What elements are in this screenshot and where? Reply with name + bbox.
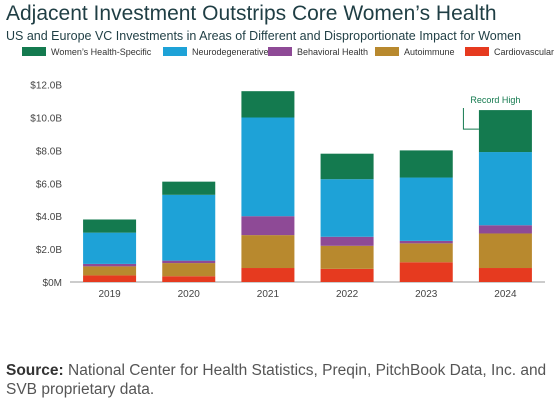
- annotation-leader-line: [462, 108, 479, 130]
- legend-label-cardiovascular: Cardiovascular: [494, 47, 554, 57]
- bar-cardiovascular-2024: [478, 268, 532, 282]
- bar-cardiovascular-2022: [320, 268, 374, 282]
- legend-label-women-s-health-specific: Women’s Health-Specific: [51, 47, 152, 57]
- chart-bars: [83, 91, 532, 282]
- chart-annotation: Record High: [462, 95, 520, 130]
- bar-autoimmune-2021: [241, 235, 295, 269]
- y-tick-label: $8.0B: [36, 146, 62, 157]
- annotation-record-high: Record High: [470, 95, 520, 105]
- bar-autoimmune-2020: [162, 263, 216, 277]
- bar-cardiovascular-2019: [83, 275, 137, 282]
- y-tick-label: $10.0B: [30, 114, 62, 125]
- x-tick-label: 2023: [415, 289, 438, 300]
- bar-cardiovascular-2021: [241, 268, 295, 282]
- legend-swatch-neurodegenerative: [163, 47, 187, 56]
- bar-autoimmune-2023: [399, 243, 453, 263]
- legend-swatch-behavioral-health: [268, 47, 292, 56]
- bar-women-s-health-specific-2022: [320, 153, 374, 180]
- y-tick-label: $2.0B: [36, 245, 62, 256]
- source-label: Source:: [6, 362, 64, 379]
- bar-neurodegenerative-2022: [320, 179, 374, 237]
- x-tick-label: 2020: [178, 289, 201, 300]
- bar-behavioral-health-2021: [241, 216, 295, 236]
- x-tick-label: 2024: [494, 289, 517, 300]
- legend-swatch-autoimmune: [375, 47, 399, 56]
- bar-cardiovascular-2023: [399, 262, 453, 282]
- y-tick-label: $12.0B: [30, 81, 62, 92]
- bar-cardiovascular-2020: [162, 276, 216, 282]
- source-text: National Center for Health Statistics, P…: [6, 362, 547, 398]
- bar-neurodegenerative-2019: [83, 232, 137, 264]
- x-tick-label: 2022: [336, 289, 359, 300]
- bar-autoimmune-2019: [83, 266, 137, 276]
- stacked-bar-chart: Women’s Health-Specific Neurodegenerative…: [22, 47, 554, 300]
- y-tick-label: $6.0B: [36, 179, 62, 190]
- legend-label-behavioral-health: Behavioral Health: [297, 47, 368, 57]
- bar-behavioral-health-2019: [83, 263, 137, 267]
- y-tick-label: $4.0B: [36, 212, 62, 223]
- bar-neurodegenerative-2023: [399, 177, 453, 241]
- bar-neurodegenerative-2024: [478, 152, 532, 226]
- bar-behavioral-health-2024: [478, 225, 532, 234]
- legend-label-neurodegenerative: Neurodegenerative: [192, 47, 269, 57]
- chart-title: Adjacent Investment Outstrips Core Women…: [6, 2, 497, 25]
- chart-legend: Women’s Health-Specific Neurodegenerative…: [22, 47, 554, 57]
- bar-neurodegenerative-2021: [241, 117, 295, 217]
- bar-behavioral-health-2020: [162, 260, 216, 264]
- bar-neurodegenerative-2020: [162, 194, 216, 261]
- legend-label-autoimmune: Autoimmune: [404, 47, 455, 57]
- bar-women-s-health-specific-2019: [83, 219, 137, 233]
- bar-autoimmune-2024: [478, 233, 532, 269]
- bar-behavioral-health-2022: [320, 236, 374, 246]
- bar-women-s-health-specific-2024: [478, 110, 532, 153]
- legend-swatch-women-s-health-specific: [22, 47, 46, 56]
- source-note: Source: National Center for Health Stati…: [6, 361, 551, 399]
- bar-women-s-health-specific-2023: [399, 150, 453, 178]
- bar-women-s-health-specific-2020: [162, 181, 216, 195]
- bar-behavioral-health-2023: [399, 240, 453, 244]
- bar-autoimmune-2022: [320, 245, 374, 269]
- legend-swatch-cardiovascular: [465, 47, 489, 56]
- y-tick-label: $0M: [43, 278, 62, 289]
- chart-axes: $0M $2.0B $4.0B $6.0B $8.0B $10.0B $12.0B 2019 2…: [30, 81, 545, 300]
- x-tick-label: 2019: [98, 289, 121, 300]
- x-tick-label: 2021: [257, 289, 280, 300]
- bar-women-s-health-specific-2021: [241, 91, 295, 118]
- chart-subtitle: US and Europe VC Investments in Areas of…: [6, 29, 522, 43]
